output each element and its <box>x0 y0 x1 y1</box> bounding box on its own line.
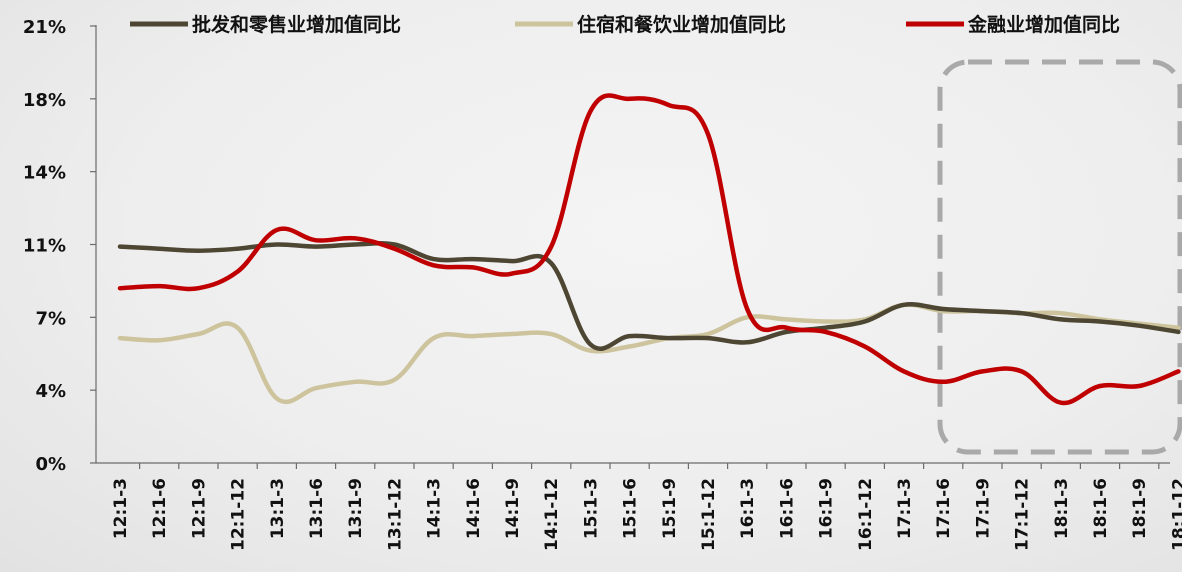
x-tick-label: 18:1-3 <box>1052 478 1072 539</box>
legend: 批发和零售业增加值同比 住宿和餐饮业增加值同比 金融业增加值同比 <box>130 13 1120 36</box>
x-tick-label: 17:1-3 <box>895 478 915 539</box>
x-tick-group: 12:1-3 12:1-6 12:1-9 12:1-12 13:1-3 13:1-6 13:… <box>111 463 1182 551</box>
x-tick-label: 12:1-9 <box>189 478 209 539</box>
y-tick-label: 11% <box>23 236 66 257</box>
x-tick-label: 14:1-6 <box>464 478 484 539</box>
axes <box>95 25 1170 464</box>
x-tick-label: 14:1-9 <box>503 478 523 539</box>
y-tick-label: 14% <box>23 163 66 184</box>
x-tick-label: 13:1-6 <box>307 478 327 539</box>
x-tick-label: 12:1-3 <box>111 478 131 539</box>
x-tick-label: 16:1-6 <box>777 478 797 539</box>
legend-label-finance: 金融业增加值同比 <box>967 13 1120 36</box>
x-tick-label: 16:1-9 <box>817 478 837 539</box>
x-tick-label: 14:1-12 <box>542 478 562 551</box>
x-tick-label: 15:1-3 <box>581 478 601 539</box>
x-tick-label: 15:1-9 <box>660 478 680 539</box>
series-line-wholesale-retail <box>117 241 1181 351</box>
x-tick-label: 13:1-12 <box>385 478 405 551</box>
x-tick-label: 15:1-6 <box>621 478 641 539</box>
x-tick-label: 13:1-3 <box>268 478 288 539</box>
legend-label-wholesale-retail: 批发和零售业增加值同比 <box>192 13 401 36</box>
x-tick-label: 16:1-12 <box>856 478 876 551</box>
series-line-finance <box>117 93 1181 406</box>
y-tick-label: 21% <box>23 17 66 38</box>
x-tick-label: 18:1-9 <box>1130 478 1150 539</box>
y-tick-label: 0% <box>35 454 66 475</box>
x-tick-label: 15:1-12 <box>699 478 719 551</box>
x-tick-label: 12:1-12 <box>229 478 249 551</box>
y-tick-label: 18% <box>23 90 66 111</box>
x-tick-label: 18:1-12 <box>1169 478 1182 551</box>
x-tick-label: 14:1-3 <box>425 478 445 539</box>
legend-label-accommodation-catering: 住宿和餐饮业增加值同比 <box>577 13 786 36</box>
series-line-accommodation-catering <box>117 302 1181 405</box>
x-tick-label: 13:1-9 <box>346 478 366 539</box>
series-lines <box>117 93 1181 406</box>
x-tick-label: 17:1-12 <box>1013 478 1033 551</box>
x-tick-label: 18:1-6 <box>1091 478 1111 539</box>
x-tick-label: 12:1-6 <box>150 478 170 539</box>
y-tick-group: 0% 4% 7% 11% 14% 18% 21% <box>23 17 96 475</box>
x-tick-label: 17:1-9 <box>973 478 993 539</box>
x-tick-label: 16:1-3 <box>738 478 758 539</box>
y-tick-label: 4% <box>35 381 66 402</box>
highlight-dashed-box <box>937 59 1182 455</box>
y-tick-label: 7% <box>35 308 66 329</box>
x-tick-label: 17:1-6 <box>934 478 954 539</box>
